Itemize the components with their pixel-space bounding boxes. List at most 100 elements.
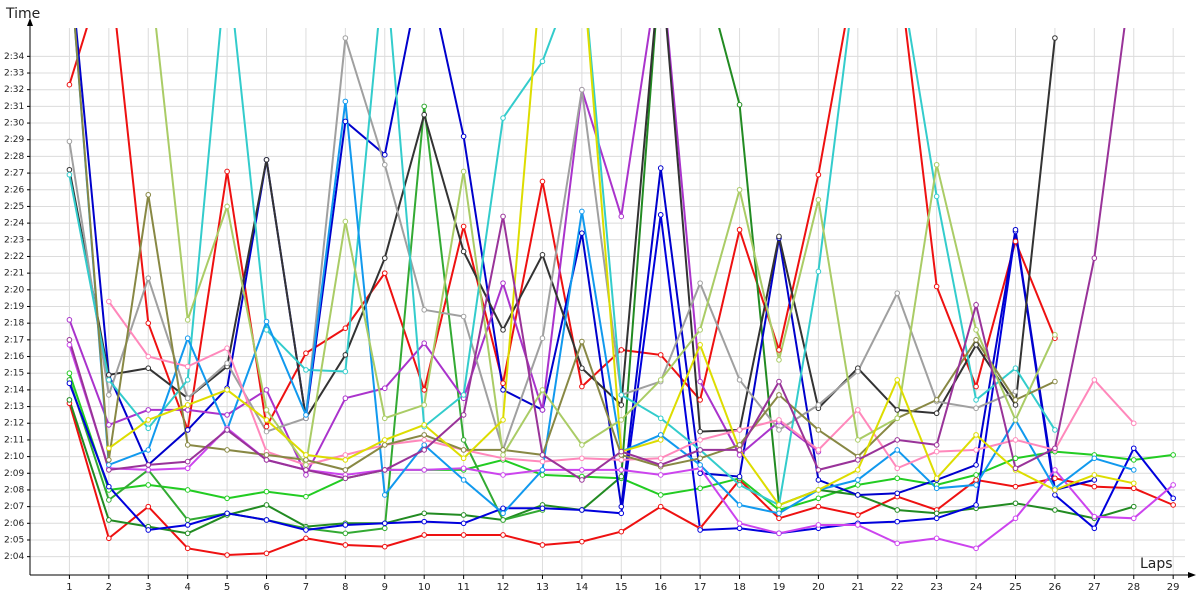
point: [618, 528, 625, 535]
point: [381, 442, 388, 448]
point: [618, 417, 625, 423]
y-tick-label: 2:23: [4, 235, 24, 245]
point: [184, 517, 191, 523]
point: [1130, 485, 1137, 492]
point: [1091, 472, 1098, 478]
point: [421, 442, 427, 448]
x-tick-label: 3: [145, 582, 151, 593]
point: [855, 437, 861, 443]
point: [421, 422, 427, 428]
point: [66, 370, 73, 377]
point: [500, 115, 506, 121]
point: [579, 442, 585, 448]
point: [815, 503, 822, 510]
point: [342, 530, 349, 537]
point: [697, 527, 703, 533]
y-tick-label: 2:33: [4, 69, 24, 79]
point: [342, 35, 349, 41]
point: [263, 428, 270, 435]
point: [1052, 475, 1058, 482]
point: [460, 512, 467, 518]
point: [736, 520, 743, 527]
point: [381, 255, 388, 261]
y-tick-label: 2:24: [4, 219, 24, 229]
point: [618, 213, 625, 220]
point: [145, 365, 152, 372]
point: [973, 302, 979, 308]
point: [697, 280, 703, 286]
point: [224, 447, 230, 453]
point: [184, 442, 191, 448]
x-tick-label: 14: [576, 582, 589, 593]
point: [145, 462, 152, 468]
point: [933, 515, 940, 522]
point: [736, 525, 743, 532]
point: [263, 318, 270, 325]
point: [421, 432, 427, 438]
point: [421, 387, 427, 393]
y-tick-label: 2:05: [4, 535, 24, 545]
point: [894, 540, 901, 547]
point: [776, 357, 782, 363]
point: [1091, 477, 1098, 483]
x-tick-label: 1: [66, 582, 72, 593]
point: [184, 317, 191, 323]
point: [815, 522, 822, 528]
point: [894, 415, 901, 422]
point: [421, 111, 427, 118]
point: [933, 475, 940, 482]
y-tick-label: 2:20: [4, 285, 24, 295]
x-tick-label: 17: [694, 582, 707, 593]
point: [973, 477, 979, 483]
y-tick-label: 2:34: [4, 52, 24, 62]
point: [539, 387, 546, 393]
point: [736, 482, 743, 488]
point: [1012, 397, 1019, 403]
point: [933, 510, 940, 517]
point: [224, 552, 230, 558]
point: [657, 432, 664, 438]
point: [933, 397, 940, 403]
point: [657, 377, 664, 383]
point: [106, 517, 112, 523]
point: [66, 380, 73, 387]
point: [973, 447, 979, 453]
point: [303, 472, 309, 478]
plot-area: [66, 28, 1176, 558]
y-tick-label: 2:13: [4, 402, 24, 412]
point: [815, 171, 822, 178]
point: [342, 98, 349, 105]
point: [500, 472, 506, 478]
y-tick-label: 2:14: [4, 385, 24, 395]
y-tick-label: 2:16: [4, 352, 24, 362]
point: [933, 410, 940, 417]
point: [815, 477, 822, 483]
point: [421, 103, 427, 110]
point: [973, 545, 979, 552]
point: [1052, 332, 1058, 338]
point: [973, 502, 979, 508]
point: [1012, 437, 1019, 443]
point: [303, 452, 309, 458]
point: [66, 166, 73, 173]
point: [421, 447, 427, 453]
point: [381, 525, 388, 532]
point: [184, 427, 191, 433]
point: [736, 447, 743, 453]
point: [855, 482, 861, 488]
point: [263, 488, 270, 495]
y-tick-label: 2:10: [4, 452, 24, 462]
x-tick-label: 10: [418, 582, 431, 593]
y-tick-label: 2:29: [4, 135, 24, 145]
point: [263, 502, 270, 508]
point: [66, 171, 73, 178]
point: [736, 377, 743, 383]
point: [697, 378, 703, 385]
point: [263, 457, 270, 463]
point: [303, 527, 309, 533]
x-axis-label: Laps: [1140, 556, 1173, 572]
point: [539, 467, 546, 473]
point: [342, 457, 349, 463]
point: [145, 407, 152, 413]
